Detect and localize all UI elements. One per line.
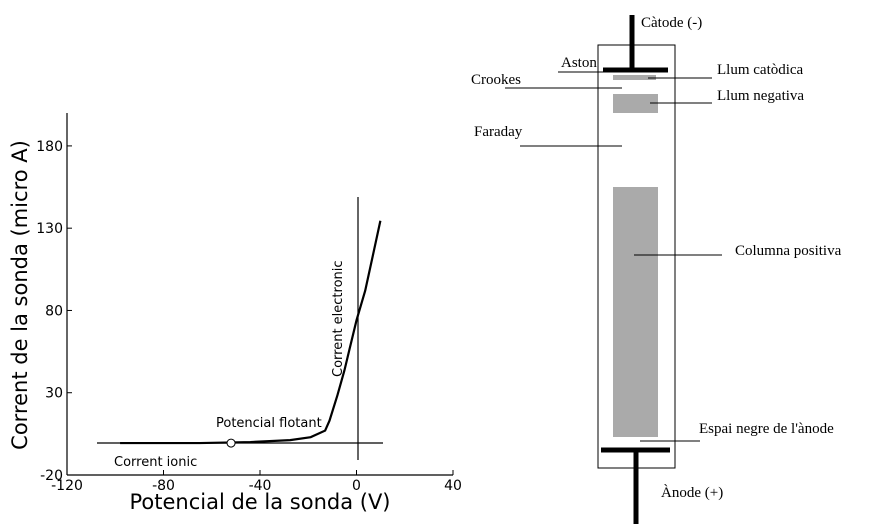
x-tick-label: 0 — [352, 478, 361, 494]
label: Faraday — [474, 124, 523, 140]
y-tick-label: -20 — [40, 468, 63, 484]
y-tick-label: 80 — [45, 303, 63, 319]
annotation: Corrent electronic — [331, 260, 346, 377]
label: Crookes — [471, 72, 521, 88]
label: Espai negre de l'ànode — [699, 421, 834, 437]
annotation: Potencial flotant — [216, 416, 322, 431]
x-tick-label: -40 — [249, 478, 272, 494]
annotation: Corrent ionic — [114, 455, 197, 470]
floating-potential-marker — [227, 439, 235, 447]
y-axis-label: Corrent de la sonda (micro A) — [8, 140, 32, 450]
discharge-tube: Càtode (-) Aston Crookes Llum catòdica L… — [471, 15, 842, 524]
positive-column — [613, 187, 658, 437]
label: Columna positiva — [735, 243, 842, 259]
label: Llum catòdica — [717, 62, 804, 78]
figure: Potencial de la sonda (V) Corrent de la … — [0, 0, 869, 524]
x-tick-label: 40 — [444, 478, 462, 494]
label: Càtode (-) — [641, 15, 702, 31]
label: Ànode (+) — [661, 484, 723, 501]
label: Llum negativa — [717, 88, 804, 104]
y-tick-label: 130 — [36, 221, 63, 237]
label: Aston — [561, 55, 597, 71]
y-tick-label: 30 — [45, 386, 63, 402]
y-tick-label: 180 — [36, 139, 63, 155]
chart: Potencial de la sonda (V) Corrent de la … — [8, 113, 462, 514]
x-tick-label: -80 — [152, 478, 175, 494]
